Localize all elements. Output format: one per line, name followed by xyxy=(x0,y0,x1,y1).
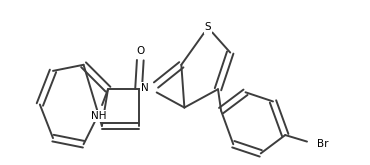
Text: S: S xyxy=(205,22,211,33)
Text: NH: NH xyxy=(91,111,107,121)
Text: N: N xyxy=(141,83,149,93)
Text: O: O xyxy=(137,46,145,56)
Text: Br: Br xyxy=(317,139,328,149)
